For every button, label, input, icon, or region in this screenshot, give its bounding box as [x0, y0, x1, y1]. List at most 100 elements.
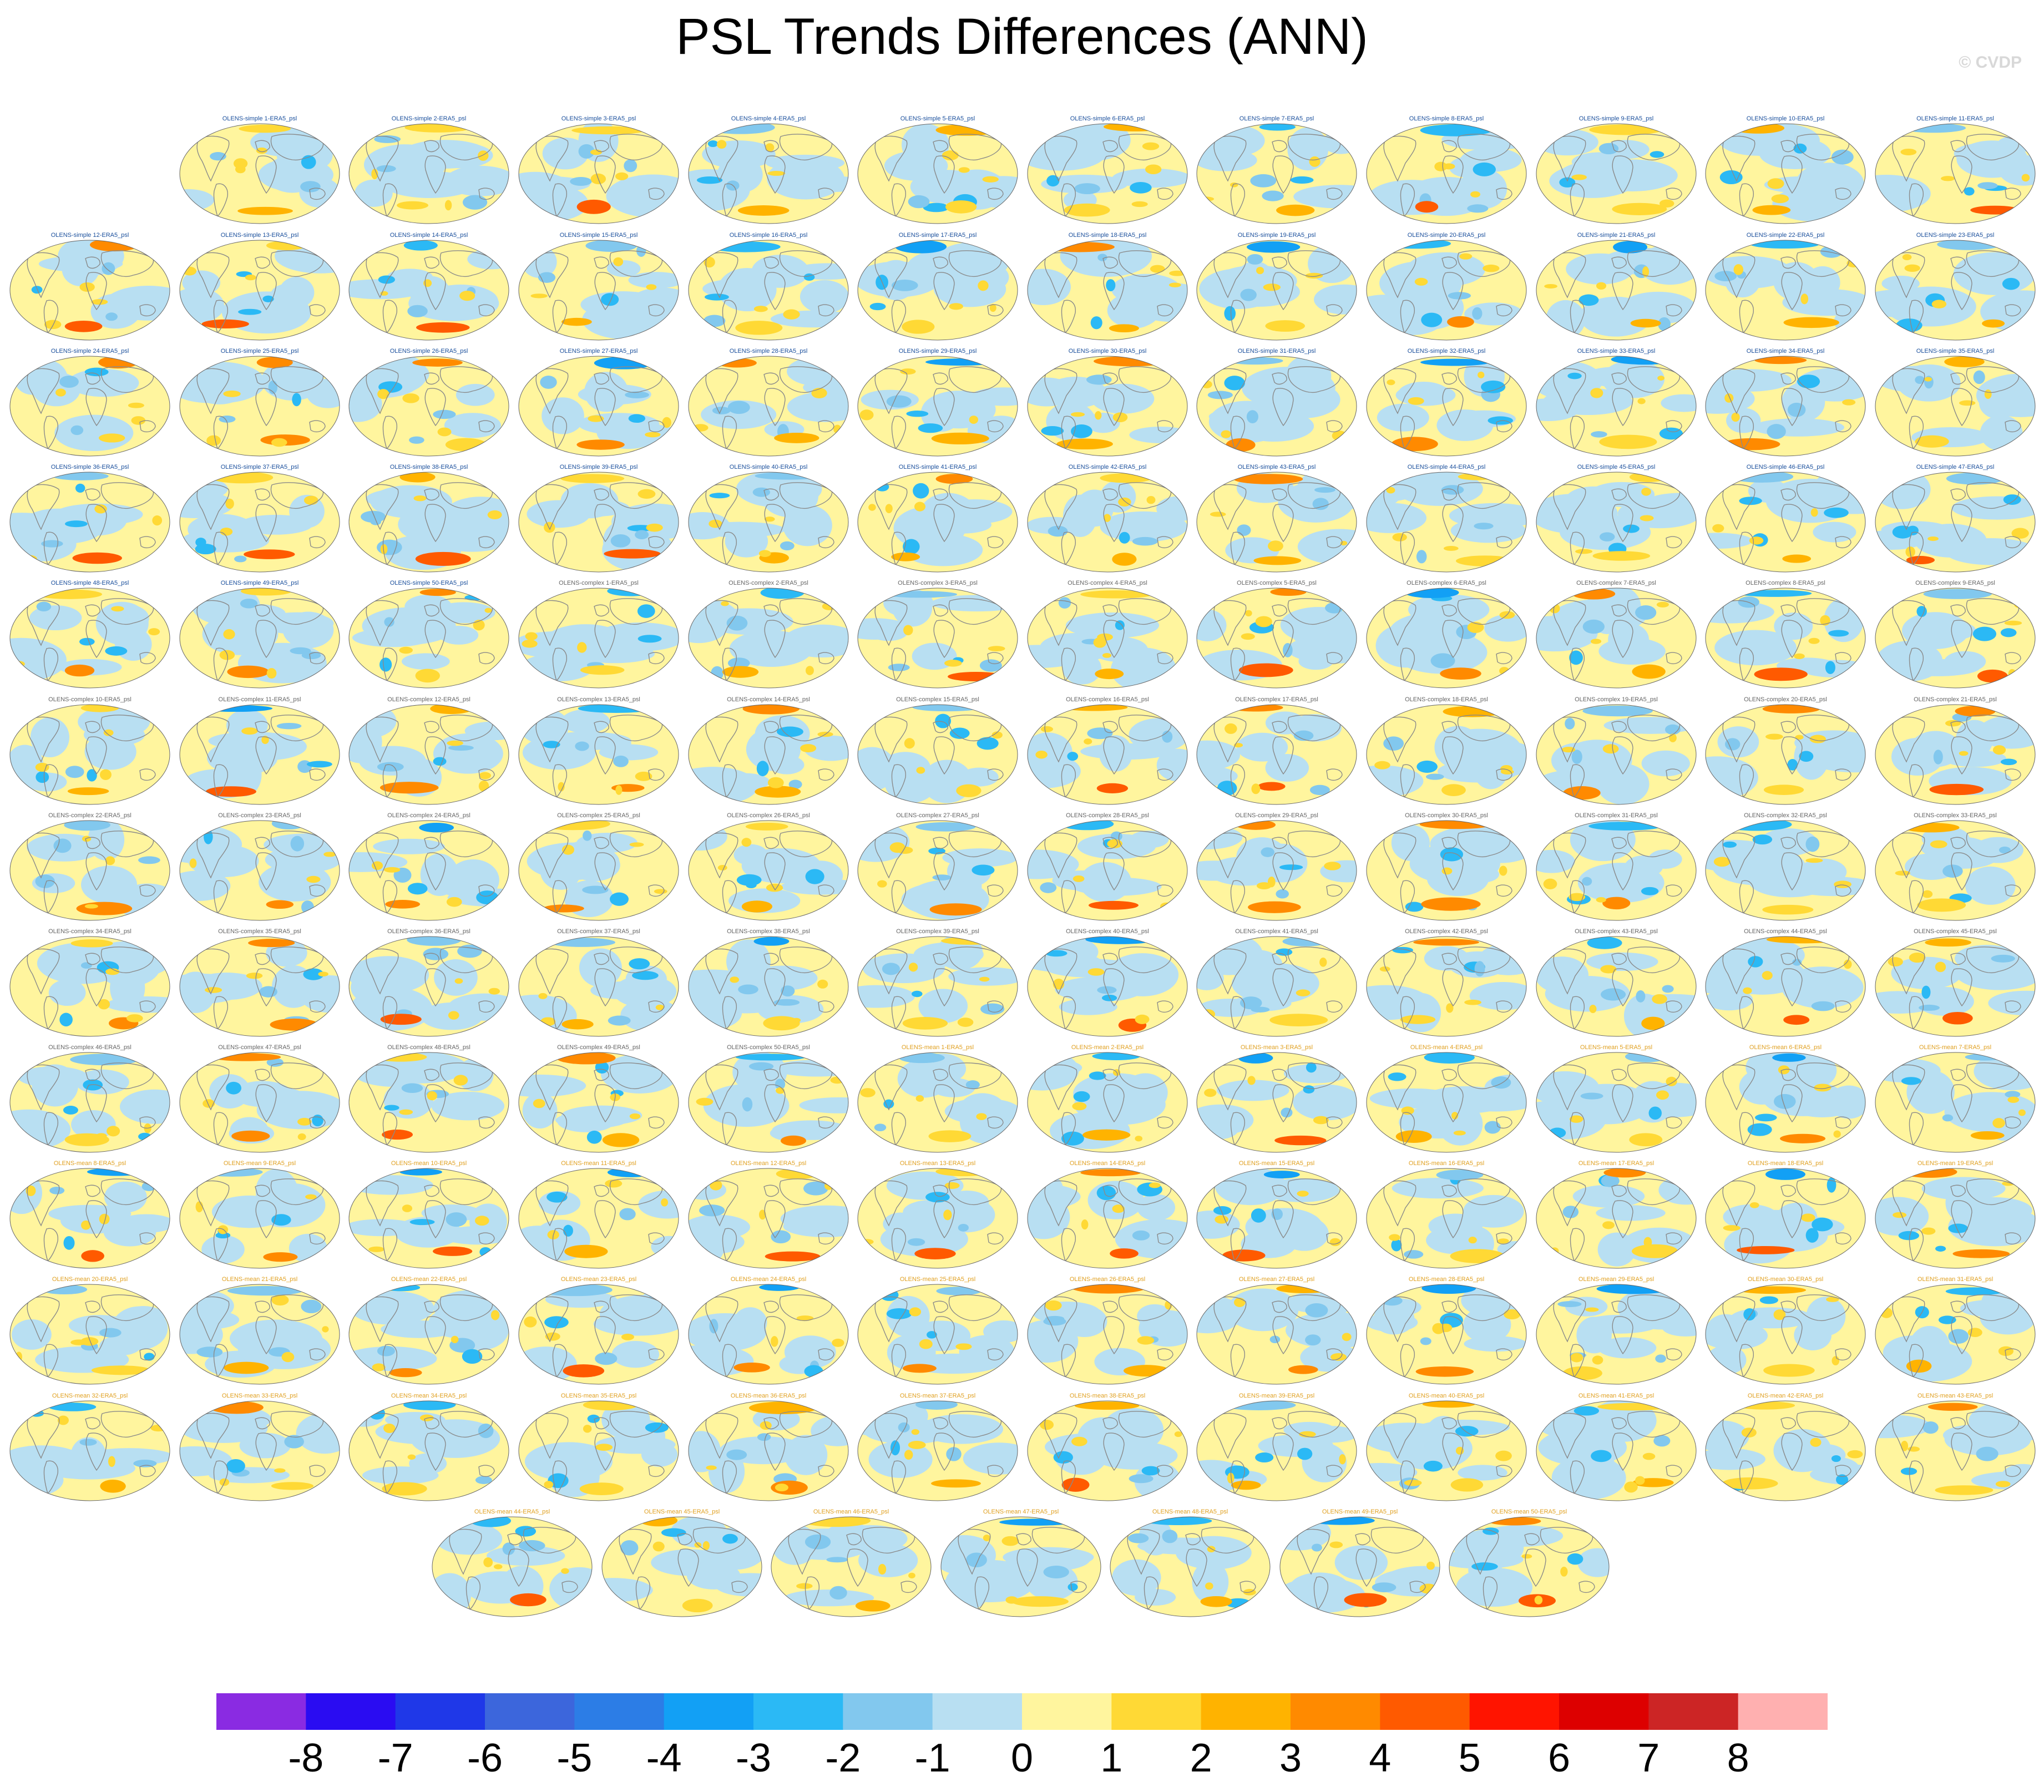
psl-trend-map — [9, 1284, 170, 1385]
psl-trend-map — [1875, 936, 2036, 1037]
map-panel-title: OLENS-simple 48-ERA5_psl — [50, 580, 129, 586]
colorbar-swatch — [664, 1693, 754, 1730]
map-panel-title: OLENS-simple 34-ERA5_psl — [1746, 348, 1825, 355]
map-panel-title: OLENS-simple 9-ERA5_psl — [1578, 115, 1654, 122]
map-panel-title: OLENS-mean 11-ERA5_psl — [561, 1160, 636, 1167]
psl-trend-map — [688, 1284, 849, 1385]
psl-trend-map — [940, 1516, 1101, 1617]
map-panel-title: OLENS-mean 37-ERA5_psl — [899, 1393, 976, 1399]
map-panel: OLENS-complex 25-ERA5_psl — [517, 812, 681, 923]
map-panel-title: OLENS-simple 12-ERA5_psl — [50, 232, 129, 239]
map-panel-title: OLENS-simple 40-ERA5_psl — [729, 464, 808, 470]
map-panel-title: OLENS-simple 33-ERA5_psl — [1577, 348, 1656, 355]
colorbar-tick-label: -4 — [646, 1736, 682, 1780]
map-panel-title: OLENS-mean 26-ERA5_psl — [1069, 1276, 1146, 1283]
psl-trend-map — [1705, 123, 1866, 224]
psl-trend-map — [1705, 820, 1866, 921]
psl-trend-map — [688, 704, 849, 805]
map-panel: OLENS-mean 16-ERA5_psl — [1364, 1160, 1529, 1271]
psl-trend-map — [1196, 588, 1357, 689]
map-panel: OLENS-complex 47-ERA5_psl — [178, 1044, 342, 1155]
map-panel: OLENS-mean 29-ERA5_psl — [1534, 1276, 1698, 1387]
psl-trend-map — [348, 1400, 509, 1501]
map-panel: OLENS-simple 15-ERA5_psl — [517, 232, 681, 343]
map-panel: OLENS-mean 9-ERA5_psl — [178, 1160, 342, 1271]
psl-trend-map — [9, 240, 170, 341]
psl-trend-map — [1196, 1284, 1357, 1385]
psl-trend-map — [1027, 472, 1188, 573]
map-panel: OLENS-complex 12-ERA5_psl — [347, 696, 511, 807]
map-panel-title: OLENS-complex 22-ERA5_psl — [48, 812, 131, 819]
psl-trend-map — [9, 1168, 170, 1269]
map-panel: OLENS-simple 38-ERA5_psl — [347, 464, 511, 575]
map-panel-title: OLENS-mean 50-ERA5_psl — [1491, 1508, 1567, 1515]
map-panel-title: OLENS-simple 25-ERA5_psl — [220, 348, 299, 355]
colorbar-tick-label: -5 — [556, 1736, 593, 1780]
psl-trend-map — [348, 936, 509, 1037]
psl-trend-map — [857, 123, 1018, 224]
colorbar-tick-label: 3 — [1279, 1736, 1302, 1780]
map-panel: OLENS-simple 39-ERA5_psl — [517, 464, 681, 575]
psl-trend-map — [518, 356, 679, 457]
map-panel-title: OLENS-mean 28-ERA5_psl — [1408, 1276, 1485, 1283]
psl-trend-map — [1196, 1400, 1357, 1501]
map-panel: OLENS-complex 33-ERA5_psl — [1873, 812, 2037, 923]
psl-trend-map — [518, 123, 679, 224]
psl-trend-map — [1705, 356, 1866, 457]
map-panel: OLENS-simple 37-ERA5_psl — [178, 464, 342, 575]
map-panel-title: OLENS-complex 47-ERA5_psl — [218, 1044, 301, 1051]
psl-trend-map — [1366, 1284, 1527, 1385]
map-panel: OLENS-complex 45-ERA5_psl — [1873, 928, 2037, 1039]
psl-trend-map — [688, 472, 849, 573]
map-panel: OLENS-simple 20-ERA5_psl — [1364, 232, 1529, 343]
map-panel-title: OLENS-mean 18-ERA5_psl — [1747, 1160, 1824, 1167]
map-panel-title: OLENS-complex 31-ERA5_psl — [1575, 812, 1658, 819]
map-panel: OLENS-simple 27-ERA5_psl — [517, 348, 681, 459]
map-panel: OLENS-simple 21-ERA5_psl — [1534, 232, 1698, 343]
map-panel-title: OLENS-complex 21-ERA5_psl — [1914, 696, 1997, 703]
psl-trend-map — [179, 472, 340, 573]
map-panel: OLENS-mean 17-ERA5_psl — [1534, 1160, 1698, 1271]
map-panel-title: OLENS-complex 34-ERA5_psl — [48, 928, 131, 935]
map-panel: OLENS-simple 32-ERA5_psl — [1364, 348, 1529, 459]
psl-trend-map — [1366, 936, 1527, 1037]
map-panel-title: OLENS-simple 37-ERA5_psl — [220, 464, 299, 470]
map-panel: OLENS-complex 44-ERA5_psl — [1703, 928, 1868, 1039]
psl-trend-map — [1366, 588, 1527, 689]
map-panel: OLENS-mean 37-ERA5_psl — [856, 1393, 1020, 1504]
colorbar-swatch — [1469, 1693, 1560, 1730]
psl-trend-map — [857, 1284, 1018, 1385]
map-panel: OLENS-mean 32-ERA5_psl — [8, 1393, 172, 1504]
psl-trend-map — [1449, 1516, 1610, 1617]
colorbar-swatch — [395, 1693, 485, 1730]
map-panel: OLENS-simple 34-ERA5_psl — [1703, 348, 1868, 459]
map-panel-title: OLENS-complex 14-ERA5_psl — [727, 696, 810, 703]
map-panel: OLENS-mean 3-ERA5_psl — [1195, 1044, 1359, 1155]
psl-trend-map — [1366, 820, 1527, 921]
psl-trend-map — [1196, 820, 1357, 921]
map-panel-title: OLENS-mean 13-ERA5_psl — [899, 1160, 976, 1167]
psl-trend-map — [1027, 820, 1188, 921]
colorbar-swatch — [1648, 1693, 1739, 1730]
map-panel: OLENS-complex 7-ERA5_psl — [1534, 580, 1698, 691]
map-panel: OLENS-simple 36-ERA5_psl — [8, 464, 172, 575]
colorbar-tick-label: 8 — [1727, 1736, 1749, 1780]
map-panel-title: OLENS-complex 35-ERA5_psl — [218, 928, 301, 935]
psl-trend-map — [1536, 472, 1697, 573]
map-panel-title: OLENS-complex 24-ERA5_psl — [387, 812, 470, 819]
map-panel: OLENS-simple 33-ERA5_psl — [1534, 348, 1698, 459]
map-panel-title: OLENS-complex 41-ERA5_psl — [1235, 928, 1318, 935]
psl-trend-map — [9, 588, 170, 689]
map-panel: OLENS-mean 38-ERA5_psl — [1025, 1393, 1190, 1504]
map-panel-title: OLENS-simple 29-ERA5_psl — [898, 348, 977, 355]
colorbar-tick-label: 6 — [1547, 1736, 1571, 1780]
psl-trend-map — [518, 1052, 679, 1153]
psl-trend-map — [518, 588, 679, 689]
psl-trend-map — [9, 472, 170, 573]
psl-trend-map — [1536, 1400, 1697, 1501]
psl-trend-map — [857, 1052, 1018, 1153]
map-panel-title: OLENS-complex 26-ERA5_psl — [727, 812, 810, 819]
map-panel: OLENS-simple 30-ERA5_psl — [1025, 348, 1190, 459]
colorbar-swatch — [932, 1693, 1023, 1730]
psl-trend-map — [1705, 240, 1866, 341]
